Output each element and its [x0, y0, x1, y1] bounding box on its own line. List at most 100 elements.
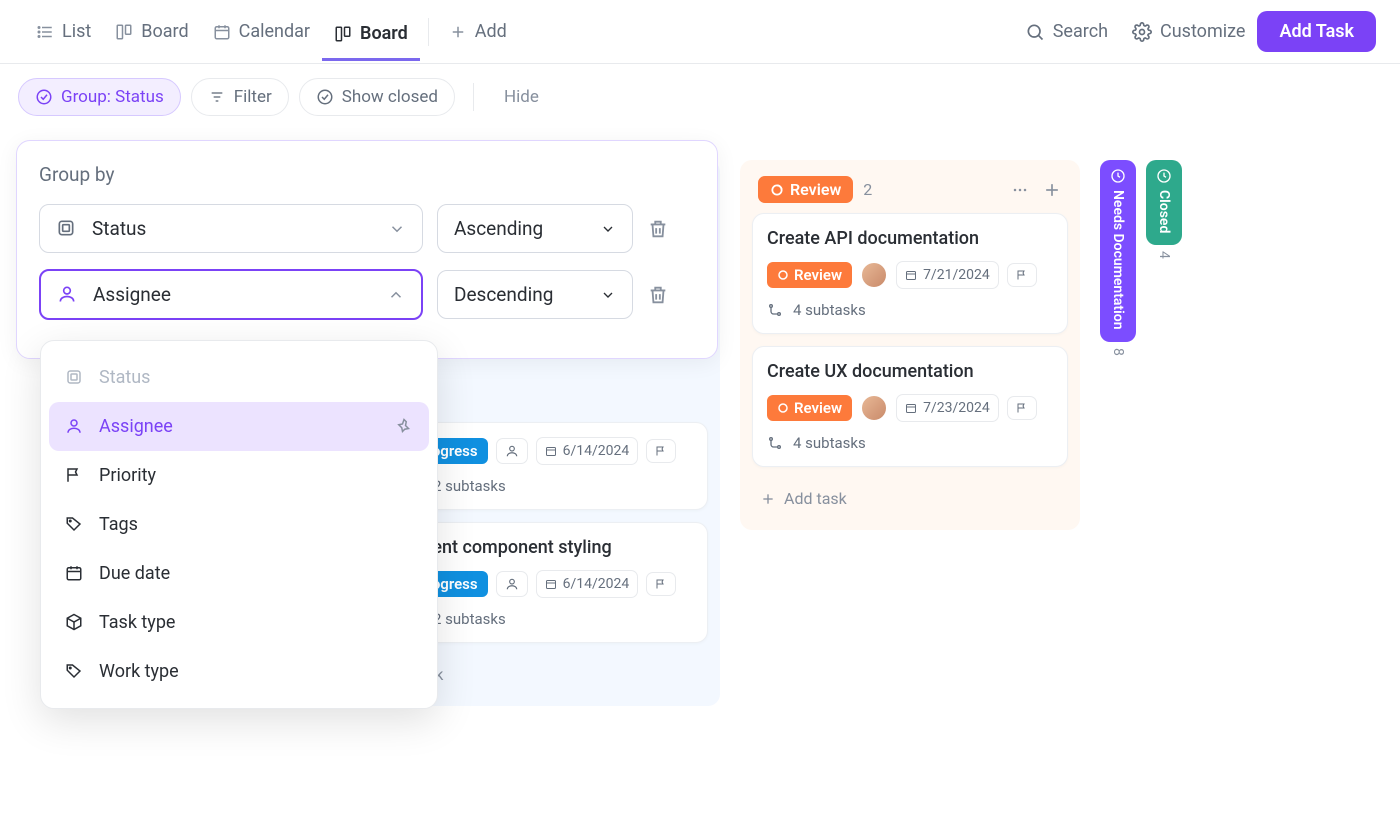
add-view-button[interactable]: Add [437, 13, 519, 50]
list-icon [36, 23, 54, 41]
filter-pill[interactable]: Filter [191, 78, 289, 116]
chevron-down-icon [600, 287, 616, 303]
view-tab-label: Board [360, 23, 408, 44]
search-button[interactable]: Search [1013, 15, 1120, 48]
column-review: Review 2 Create API documentation Review… [740, 160, 1080, 530]
groupby-title: Group by [39, 163, 695, 186]
task-card[interactable]: ement component styling Progress 6/14/20… [392, 522, 708, 643]
view-tab-label: List [62, 21, 91, 42]
assignee-placeholder[interactable] [496, 571, 528, 597]
sort-value: Ascending [454, 217, 543, 240]
show-closed-pill[interactable]: Show closed [299, 78, 455, 116]
collapsed-column-needs-doc[interactable]: Needs Documentation 8 [1100, 160, 1136, 355]
divider [473, 83, 474, 111]
filter-icon [208, 88, 226, 106]
chevron-up-icon [387, 286, 405, 304]
plus-icon [760, 491, 776, 507]
avatar[interactable] [860, 394, 888, 422]
flag-box[interactable] [646, 439, 676, 463]
group-pill-label: Group: Status [61, 87, 164, 107]
groupby-field-dropdown: Status Assignee Priority Tags Due date T… [40, 340, 438, 709]
delete-group-button[interactable] [647, 284, 669, 306]
add-task-link[interactable]: d task [392, 655, 708, 694]
dropdown-item-duedate[interactable]: Due date [49, 549, 429, 598]
board-icon [334, 25, 352, 43]
status-chip-review[interactable]: Review [758, 176, 853, 203]
closed-pill-label: Show closed [342, 87, 438, 107]
view-tab-list[interactable]: List [24, 13, 103, 50]
top-nav: List Board Calendar Board Add Search Cus… [0, 0, 1400, 64]
progress-circle-icon [770, 183, 784, 197]
pin-icon [395, 418, 413, 436]
chevron-down-icon [600, 221, 616, 237]
search-label: Search [1053, 21, 1108, 42]
subtasks-line: 2 subtasks [407, 477, 693, 495]
filter-pill-label: Filter [234, 87, 272, 107]
groupby-row-assignee: Assignee Descending [39, 269, 695, 320]
more-icon[interactable] [1010, 180, 1030, 200]
status-chip: Review [767, 395, 852, 421]
tag-icon [65, 515, 85, 535]
groupby-row-status: Status Ascending [39, 204, 695, 253]
calendar-icon [65, 564, 85, 584]
column-header: Review 2 [752, 172, 1068, 213]
cube-icon [65, 613, 85, 633]
dropdown-item-priority[interactable]: Priority [49, 451, 429, 500]
clock-icon [1110, 168, 1126, 184]
flag-box[interactable] [1007, 396, 1037, 420]
avatar[interactable] [860, 261, 888, 289]
task-card[interactable]: Create UX documentation Review 7/23/2024… [752, 346, 1068, 467]
plus-icon [449, 23, 467, 41]
sort-value: Descending [454, 283, 553, 306]
plus-icon[interactable] [1042, 180, 1062, 200]
task-card[interactable]: Progress 6/14/2024 2 subtasks [392, 422, 708, 510]
tag-icon [65, 662, 85, 682]
dropdown-item-status[interactable]: Status [49, 353, 429, 402]
add-task-link[interactable]: Add task [752, 479, 1068, 518]
status-icon [56, 218, 78, 240]
date-box[interactable]: 7/21/2024 [896, 261, 999, 289]
check-circle-icon [35, 88, 53, 106]
view-tab-calendar[interactable]: Calendar [201, 13, 322, 50]
view-tab-board1[interactable]: Board [103, 13, 200, 50]
customize-label: Customize [1160, 21, 1245, 42]
flag-box[interactable] [1007, 263, 1037, 287]
flag-box[interactable] [646, 572, 676, 596]
group-pill[interactable]: Group: Status [18, 78, 181, 116]
dropdown-item-tags[interactable]: Tags [49, 500, 429, 549]
check-circle-icon [316, 88, 334, 106]
task-card[interactable]: Create API documentation Review 7/21/202… [752, 213, 1068, 334]
filter-bar: Group: Status Filter Show closed Hide [0, 64, 1400, 130]
groupby-field-select[interactable]: Status [39, 204, 423, 253]
board-icon [115, 23, 133, 41]
flag-icon [65, 466, 85, 486]
select-value: Assignee [93, 283, 171, 306]
status-chip: Review [767, 262, 852, 288]
date-box[interactable]: 6/14/2024 [536, 437, 639, 465]
view-tab-board-active[interactable]: Board [322, 15, 420, 61]
dropdown-item-worktype[interactable]: Work type [49, 647, 429, 696]
date-box[interactable]: 7/23/2024 [896, 394, 999, 422]
subtasks-line: 4 subtasks [767, 301, 1053, 319]
dropdown-item-assignee[interactable]: Assignee [49, 402, 429, 451]
assignee-placeholder[interactable] [496, 438, 528, 464]
view-tab-label: Board [141, 21, 188, 42]
collapsed-column-closed[interactable]: Closed 4 [1146, 160, 1182, 355]
date-box[interactable]: 6/14/2024 [536, 570, 639, 598]
add-task-button[interactable]: Add Task [1257, 11, 1376, 52]
delete-group-button[interactable] [647, 218, 669, 240]
subtasks-line: 4 subtasks [767, 434, 1053, 452]
dropdown-item-tasktype[interactable]: Task type [49, 598, 429, 647]
customize-button[interactable]: Customize [1120, 15, 1257, 48]
gear-icon [1132, 22, 1152, 42]
sort-select[interactable]: Descending [437, 270, 633, 319]
groupby-field-select[interactable]: Assignee [39, 269, 423, 320]
chevron-down-icon [388, 220, 406, 238]
sort-select[interactable]: Ascending [437, 204, 633, 253]
hide-link[interactable]: Hide [492, 81, 551, 113]
select-value: Status [92, 217, 146, 240]
person-icon [65, 417, 85, 437]
groupby-panel: Group by Status Ascending Assignee Desce… [16, 140, 718, 359]
card-title: Create API documentation [767, 228, 1053, 249]
add-view-label: Add [475, 21, 507, 42]
